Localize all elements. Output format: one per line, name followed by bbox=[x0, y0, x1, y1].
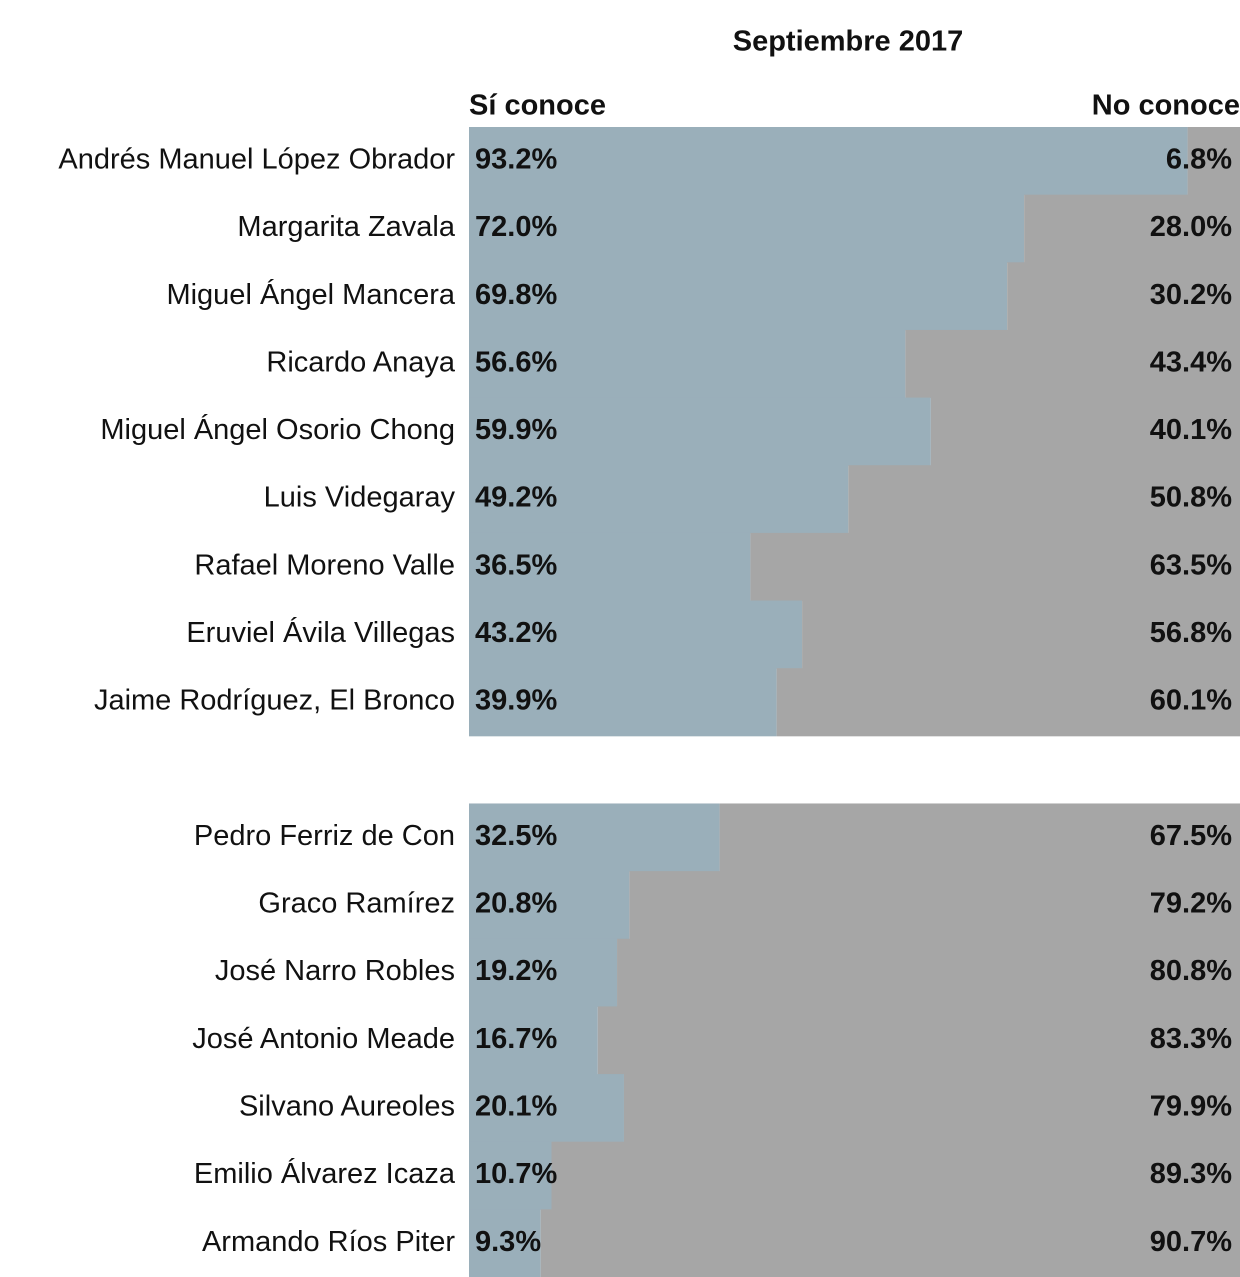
category-label: Emilio Álvarez Icaza bbox=[194, 1157, 456, 1190]
value-label: 20.1% bbox=[475, 1091, 557, 1123]
bar-segment bbox=[469, 1006, 598, 1075]
bar-segment bbox=[469, 803, 720, 872]
bar-segment bbox=[469, 465, 849, 534]
value-label: 60.1% bbox=[1150, 685, 1232, 717]
value-label: 69.8% bbox=[475, 279, 557, 311]
bar-segment bbox=[469, 1141, 552, 1210]
bar-segment bbox=[469, 532, 751, 602]
value-label: 20.8% bbox=[475, 888, 557, 920]
bar-segment bbox=[617, 938, 1240, 1007]
value-label: 59.9% bbox=[475, 414, 557, 446]
value-label: 67.5% bbox=[1150, 820, 1232, 852]
value-label: 63.5% bbox=[1150, 549, 1232, 581]
bar-segment bbox=[750, 532, 1240, 602]
bar-segment bbox=[469, 329, 906, 399]
bar-segment bbox=[1007, 262, 1240, 331]
category-label: Graco Ramírez bbox=[258, 888, 455, 920]
value-label: 80.8% bbox=[1150, 955, 1232, 987]
value-label: 90.7% bbox=[1150, 1226, 1232, 1258]
category-label: Margarita Zavala bbox=[237, 211, 455, 243]
value-label: 50.8% bbox=[1150, 482, 1232, 514]
value-label: 19.2% bbox=[475, 955, 557, 987]
bar-segment bbox=[930, 397, 1240, 466]
bar-segment bbox=[848, 465, 1240, 534]
value-label: 43.4% bbox=[1150, 346, 1232, 378]
value-label: 6.8% bbox=[1166, 143, 1232, 175]
value-label: 56.8% bbox=[1150, 617, 1232, 649]
legend-label: No conoce bbox=[1092, 90, 1240, 122]
value-label: 56.6% bbox=[475, 346, 557, 378]
category-label: Pedro Ferriz de Con bbox=[194, 820, 455, 852]
value-label: 39.9% bbox=[475, 685, 557, 717]
bar-segment bbox=[629, 871, 1240, 940]
bar-segment bbox=[469, 871, 630, 940]
value-label: 93.2% bbox=[475, 143, 557, 175]
value-label: 40.1% bbox=[1150, 414, 1232, 446]
value-label: 9.3% bbox=[475, 1226, 541, 1258]
value-label: 30.2% bbox=[1150, 279, 1232, 311]
value-label: 28.0% bbox=[1150, 211, 1232, 243]
bar-segment bbox=[469, 1074, 624, 1143]
bar-segment bbox=[469, 127, 1188, 196]
category-label: Eruviel Ávila Villegas bbox=[186, 616, 455, 649]
value-label: 79.9% bbox=[1150, 1091, 1232, 1123]
bar-segment bbox=[776, 668, 1240, 737]
category-label: Jaime Rodríguez, El Bronco bbox=[94, 685, 455, 717]
value-label: 72.0% bbox=[475, 211, 557, 243]
bar-segment bbox=[1187, 127, 1240, 196]
bar-segment bbox=[551, 1141, 1240, 1210]
category-label: Luis Videgaray bbox=[264, 482, 456, 514]
bar-segment bbox=[469, 397, 931, 466]
value-label: 10.7% bbox=[475, 1158, 557, 1190]
category-label: José Antonio Meade bbox=[192, 1023, 455, 1055]
bar-segment bbox=[469, 1209, 541, 1277]
legend-label: Sí conoce bbox=[469, 90, 606, 122]
value-label: 16.7% bbox=[475, 1023, 557, 1055]
value-label: 49.2% bbox=[475, 482, 557, 514]
value-label: 89.3% bbox=[1150, 1158, 1232, 1190]
bar-segment bbox=[623, 1074, 1240, 1143]
category-label: Ricardo Anaya bbox=[266, 346, 455, 378]
bar-segment bbox=[540, 1209, 1240, 1277]
value-label: 36.5% bbox=[475, 549, 557, 581]
bar-segment bbox=[719, 803, 1240, 872]
bar-segment bbox=[469, 600, 803, 669]
bar-segment bbox=[469, 194, 1025, 263]
category-label: José Narro Robles bbox=[215, 955, 455, 987]
value-label: 83.3% bbox=[1150, 1023, 1232, 1055]
value-label: 79.2% bbox=[1150, 888, 1232, 920]
value-label: 43.2% bbox=[475, 617, 557, 649]
value-label: 32.5% bbox=[475, 820, 557, 852]
bar-segment bbox=[905, 329, 1240, 399]
category-label: Silvano Aureoles bbox=[239, 1091, 455, 1123]
bar-segment bbox=[469, 262, 1008, 331]
category-label: Miguel Ángel Osorio Chong bbox=[100, 413, 455, 446]
chart-title: Septiembre 2017 bbox=[733, 26, 964, 58]
bar-segment bbox=[597, 1006, 1240, 1075]
category-label: Miguel Ángel Mancera bbox=[166, 278, 455, 311]
category-label: Armando Ríos Piter bbox=[202, 1226, 455, 1258]
category-label: Andrés Manuel López Obrador bbox=[58, 143, 455, 175]
category-label: Rafael Moreno Valle bbox=[194, 549, 455, 581]
bar-segment bbox=[469, 668, 777, 737]
bar-segment bbox=[1024, 194, 1240, 263]
bar-segment bbox=[802, 600, 1240, 669]
bar-segment bbox=[469, 938, 618, 1007]
